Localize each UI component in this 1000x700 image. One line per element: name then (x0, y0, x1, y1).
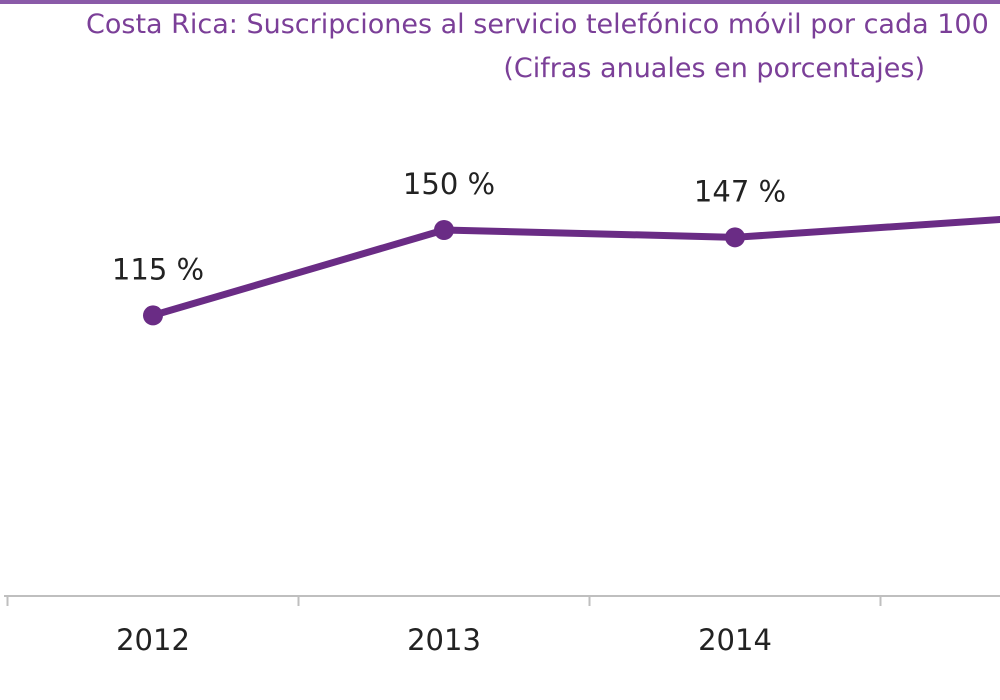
data-labels: 115 %150 %147 %1 (112, 167, 786, 286)
data-label: 147 % (694, 174, 786, 208)
series-line (149, 216, 1000, 319)
chart-subtitle: (Cifras anuales en porcentajes) (503, 53, 925, 84)
x-tick-label: 2014 (698, 623, 772, 657)
chart-title: Costa Rica: Suscripciones al servicio te… (86, 9, 989, 40)
title-top-rule (0, 0, 1000, 4)
x-tick-label: 2012 (116, 623, 190, 657)
data-label: 115 % (112, 252, 204, 286)
data-point (725, 227, 745, 248)
data-point (143, 305, 163, 326)
series (143, 216, 1000, 326)
x-axis: 2012201320142 (4, 595, 1000, 657)
x-tick-label: 2013 (407, 623, 481, 657)
data-label: 150 % (403, 167, 495, 201)
data-point (434, 220, 454, 240)
